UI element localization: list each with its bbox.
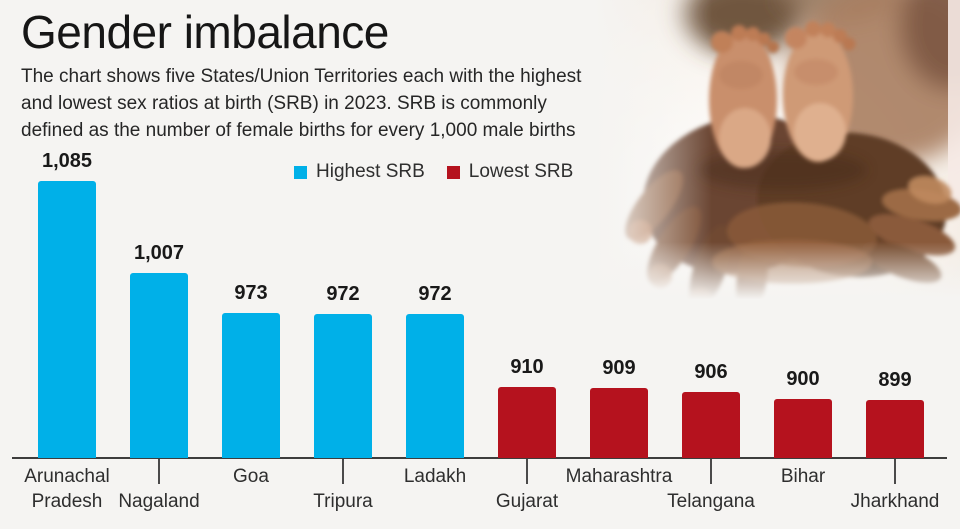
bar-tripura xyxy=(314,314,372,458)
axis-tick-tripura xyxy=(342,459,344,484)
axis-tick-jharkhand xyxy=(894,459,896,484)
baby-feet-photo xyxy=(592,0,960,318)
legend-label-highest: Highest SRB xyxy=(316,161,425,182)
category-label-ladakh: Ladakh xyxy=(403,466,467,487)
subtitle-line: The chart shows five States/Union Territ… xyxy=(21,66,582,87)
axis-tick-nagaland xyxy=(158,459,160,484)
bar-bihar xyxy=(774,399,832,458)
subtitle-line: defined as the number of female births f… xyxy=(21,120,576,141)
category-label-bihar: Bihar xyxy=(780,466,826,487)
value-label-gujarat: 910 xyxy=(510,356,544,378)
category-label-gujarat: Gujarat xyxy=(495,491,559,512)
bar-telangana xyxy=(682,392,740,458)
value-label-nagaland: 1,007 xyxy=(133,242,185,264)
category-label-telangana: Telangana xyxy=(667,491,755,512)
bar-jharkhand xyxy=(866,400,924,458)
subtitle-line: and lowest sex ratios at birth (SRB) in … xyxy=(21,93,547,114)
axis-tick-gujarat xyxy=(526,459,528,484)
category-label-jharkhand: Jharkhand xyxy=(850,491,940,512)
value-label-telangana: 906 xyxy=(694,361,728,383)
legend-item-highest: Highest SRB xyxy=(294,161,425,183)
bar-arunachal-pradesh xyxy=(38,181,96,458)
photo-bottom-fade xyxy=(592,242,960,312)
legend-swatch-highest xyxy=(294,165,307,179)
value-label-bihar: 900 xyxy=(786,368,820,390)
axis-tick-telangana xyxy=(710,459,712,484)
value-label-arunachal-pradesh: 1,085 xyxy=(41,150,93,172)
bar-maharashtra xyxy=(590,388,648,458)
value-label-maharashtra: 909 xyxy=(602,357,636,379)
bar-gujarat xyxy=(498,387,556,458)
bar-ladakh xyxy=(406,314,464,458)
legend-label-lowest: Lowest SRB xyxy=(468,161,574,182)
category-label-goa: Goa xyxy=(233,466,269,487)
value-label-ladakh: 972 xyxy=(418,283,452,305)
x-axis-line xyxy=(12,457,947,459)
value-label-goa: 973 xyxy=(234,282,268,304)
page-title: Gender imbalance xyxy=(21,6,389,58)
category-label-arunachal-pradesh: Arunachal Pradesh xyxy=(24,466,110,512)
legend-item-lowest: Lowest SRB xyxy=(446,161,574,183)
bar-goa xyxy=(222,313,280,458)
category-label-maharashtra: Maharashtra xyxy=(565,466,673,487)
legend-swatch-lowest xyxy=(446,165,460,179)
bar-nagaland xyxy=(130,273,188,458)
category-label-nagaland: Nagaland xyxy=(118,491,200,512)
category-label-tripura: Tripura xyxy=(313,491,373,512)
chart-legend: Highest SRB Lowest SRB xyxy=(294,161,573,183)
value-label-jharkhand: 899 xyxy=(878,369,912,391)
chart-description: The chart shows five States/Union Territ… xyxy=(21,63,651,144)
value-label-tripura: 972 xyxy=(326,283,360,305)
